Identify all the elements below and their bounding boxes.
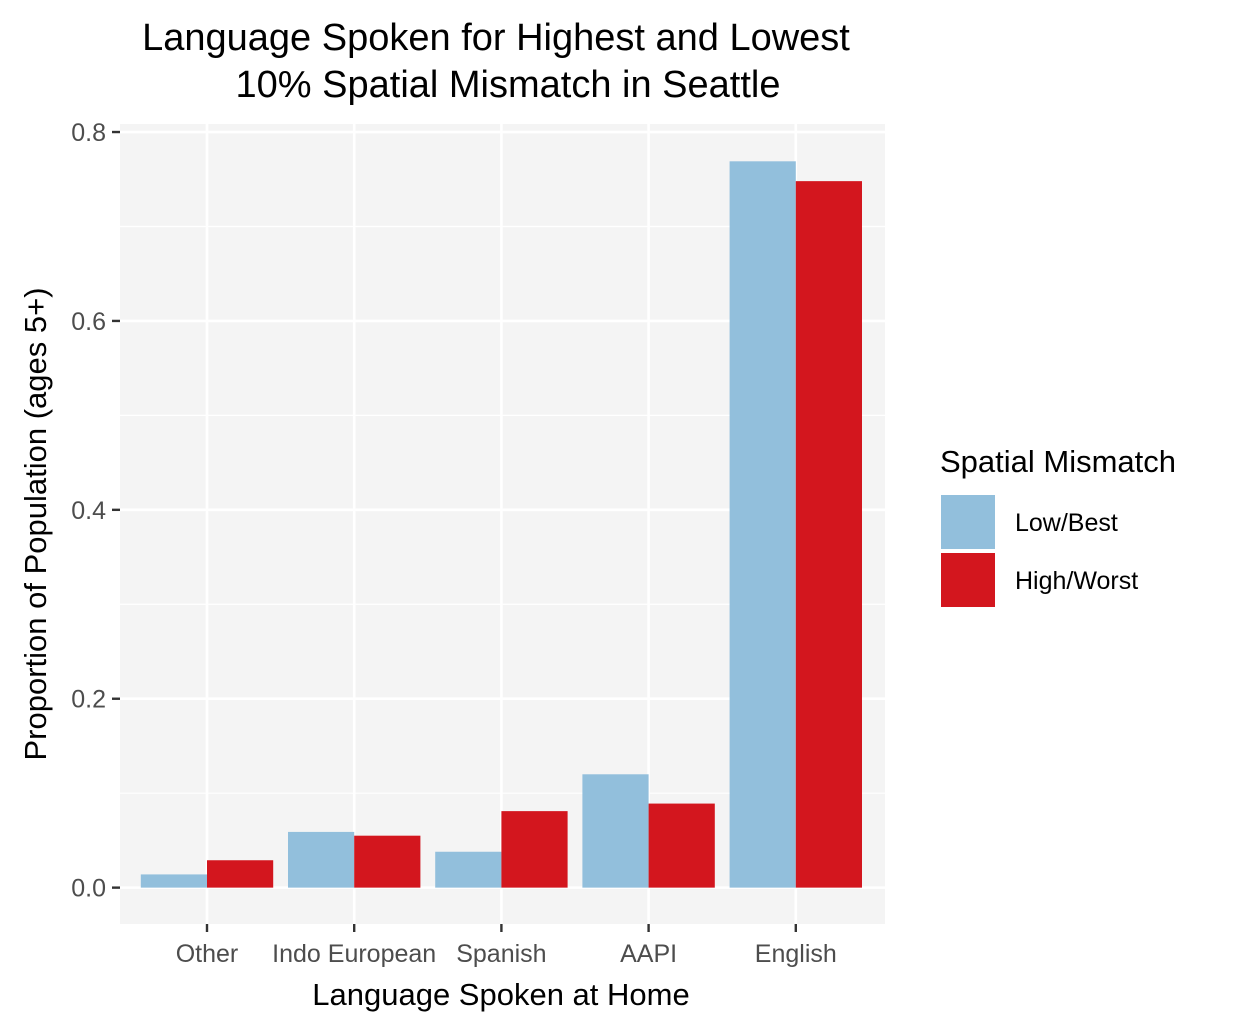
bars	[140, 161, 862, 888]
bar-aapi-low-best	[582, 774, 649, 888]
bar-spanish-low-best	[435, 851, 502, 888]
bar-other-high-worst	[207, 860, 274, 888]
legend-title: Spatial Mismatch	[940, 444, 1176, 479]
bar-spanish-high-worst	[501, 811, 568, 888]
bar-indo-european-low-best	[288, 831, 355, 888]
legend-key-high-worst	[939, 551, 997, 609]
legend-key-low-best	[939, 493, 997, 551]
axes: 0.0 0.2 0.4 0.6 0.8 Other Indo European Spanish…	[71, 119, 837, 968]
legend: Spatial Mismatch Low/Best High/Worst	[939, 444, 1176, 609]
legend-label-high-worst: High/Worst	[1015, 567, 1138, 595]
y-tick-label: 0.6	[71, 308, 106, 336]
chart-title-line-1: Language Spoken for Highest and Lowest	[142, 17, 850, 59]
bar-indo-european-high-worst	[354, 835, 421, 888]
y-tick-label: 0.0	[71, 875, 106, 903]
legend-label-low-best: Low/Best	[1015, 509, 1118, 537]
y-tick-label: 0.8	[71, 119, 106, 147]
y-tick-label: 0.4	[71, 497, 106, 525]
x-tick-label: English	[755, 940, 837, 968]
x-tick-label: AAPI	[620, 940, 677, 968]
x-axis-title: Language Spoken at Home	[312, 977, 689, 1012]
x-tick-label: Spanish	[456, 940, 546, 968]
chart-title-line-2: 10% Spatial Mismatch in Seattle	[236, 64, 781, 106]
bar-aapi-high-worst	[648, 803, 715, 888]
x-tick-label: Indo European	[272, 940, 436, 968]
x-tick-label: Other	[176, 940, 239, 968]
y-axis-title: Proportion of Population (ages 5+)	[18, 287, 53, 760]
bar-english-high-worst	[795, 181, 862, 888]
bar-english-low-best	[729, 161, 796, 888]
bar-other-low-best	[140, 874, 207, 888]
y-tick-label: 0.2	[71, 686, 106, 714]
